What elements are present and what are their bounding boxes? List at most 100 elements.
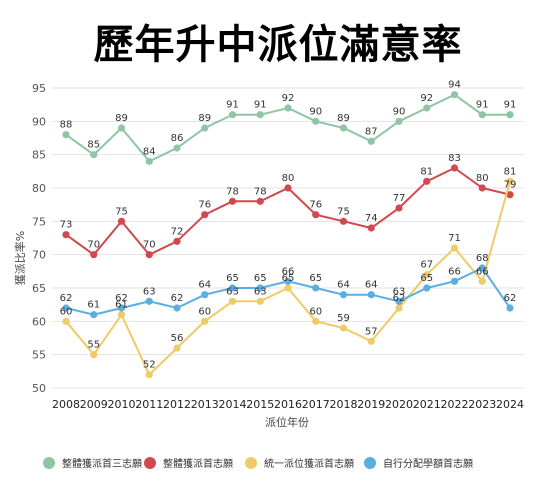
data-label: 76 <box>309 200 322 211</box>
data-label: 63 <box>254 286 267 297</box>
data-point <box>423 284 431 292</box>
y-tick-label: 90 <box>32 115 46 128</box>
data-point <box>395 304 403 312</box>
data-point <box>62 304 70 312</box>
data-point <box>173 304 181 312</box>
data-label: 55 <box>87 340 100 351</box>
data-label: 62 <box>171 293 184 304</box>
data-point <box>228 111 237 119</box>
y-tick-label: 60 <box>32 315 46 328</box>
data-point <box>450 91 459 99</box>
data-label: 91 <box>254 100 267 111</box>
data-label: 78 <box>254 186 267 197</box>
data-label: 86 <box>171 133 184 144</box>
data-point <box>145 297 153 305</box>
x-tick-label: 2015 <box>246 398 274 411</box>
data-point <box>145 251 153 259</box>
data-label: 60 <box>309 306 322 317</box>
data-label: 62 <box>60 293 73 304</box>
x-tick-label: 2010 <box>108 398 136 411</box>
data-point <box>201 317 209 325</box>
series-4 <box>62 264 514 319</box>
data-label: 79 <box>504 180 517 191</box>
data-point <box>339 124 348 132</box>
series-2 <box>62 164 514 259</box>
data-label: 64 <box>198 280 211 291</box>
data-point <box>339 217 348 225</box>
data-label: 89 <box>337 113 350 124</box>
data-label: 63 <box>226 286 239 297</box>
data-label: 81 <box>420 166 433 177</box>
data-label: 75 <box>337 206 350 217</box>
data-point <box>478 277 486 285</box>
legend-marker <box>43 457 55 469</box>
data-label: 66 <box>448 266 461 277</box>
data-label: 64 <box>365 280 378 291</box>
data-point <box>201 211 209 219</box>
x-tick-label: 2018 <box>330 398 358 411</box>
legend-label: 整體獲派首志願 <box>163 457 233 470</box>
data-point <box>117 124 126 132</box>
y-axis-label: 獲派比率% <box>13 231 27 285</box>
data-point <box>367 291 375 299</box>
x-tick-label: 2019 <box>357 398 385 411</box>
x-tick-label: 2021 <box>413 398 441 411</box>
x-tick-label: 2008 <box>52 398 80 411</box>
data-point <box>90 151 98 159</box>
data-point <box>450 244 459 252</box>
data-label: 65 <box>226 273 239 284</box>
data-point <box>284 277 292 285</box>
data-label: 85 <box>87 140 100 151</box>
data-label: 76 <box>198 200 211 211</box>
data-label: 72 <box>171 226 184 237</box>
x-tick-label: 2023 <box>468 398 496 411</box>
data-label: 65 <box>282 273 295 284</box>
data-label: 77 <box>393 193 406 204</box>
data-label: 61 <box>87 300 100 311</box>
data-point <box>450 277 459 285</box>
data-point <box>256 284 264 292</box>
legend-label: 自行分配學額首志願 <box>383 457 473 470</box>
data-label: 62 <box>115 293 128 304</box>
data-point <box>312 284 320 292</box>
data-label: 84 <box>143 146 156 157</box>
data-label: 67 <box>420 260 433 271</box>
data-point <box>62 231 70 239</box>
data-label: 65 <box>420 273 433 284</box>
data-label: 83 <box>448 153 461 164</box>
data-point <box>117 217 126 225</box>
x-axis-label: 派位年份 <box>265 415 309 429</box>
x-tick-label: 2013 <box>191 398 219 411</box>
data-point <box>284 184 292 192</box>
data-point <box>173 237 181 245</box>
data-point <box>173 144 181 152</box>
data-point <box>506 191 514 199</box>
legend-item: 自行分配學額首志願 <box>364 457 473 470</box>
data-point <box>312 117 320 125</box>
data-label: 65 <box>254 273 267 284</box>
data-point <box>423 271 431 279</box>
data-label: 88 <box>60 120 73 131</box>
data-label: 81 <box>504 166 517 177</box>
data-point <box>312 317 320 325</box>
legend-marker <box>245 457 257 469</box>
data-point <box>284 104 292 112</box>
y-tick-label: 75 <box>32 215 46 228</box>
legend-item: 整體獲派首志願 <box>144 457 233 470</box>
x-tick-label: 2012 <box>163 398 191 411</box>
data-point <box>62 317 70 325</box>
data-label: 52 <box>143 360 156 371</box>
data-point <box>478 264 486 272</box>
y-tick-label: 50 <box>32 382 46 395</box>
data-point <box>62 131 70 139</box>
data-point <box>256 111 264 119</box>
data-label: 66 <box>282 266 295 277</box>
legend-item: 統一派位獲派首志願 <box>245 457 354 470</box>
data-point <box>201 124 209 132</box>
data-label: 66 <box>476 266 489 277</box>
x-tick-label: 2014 <box>219 398 247 411</box>
data-label: 60 <box>198 306 211 317</box>
data-label: 80 <box>282 173 295 184</box>
data-label: 75 <box>115 206 128 217</box>
